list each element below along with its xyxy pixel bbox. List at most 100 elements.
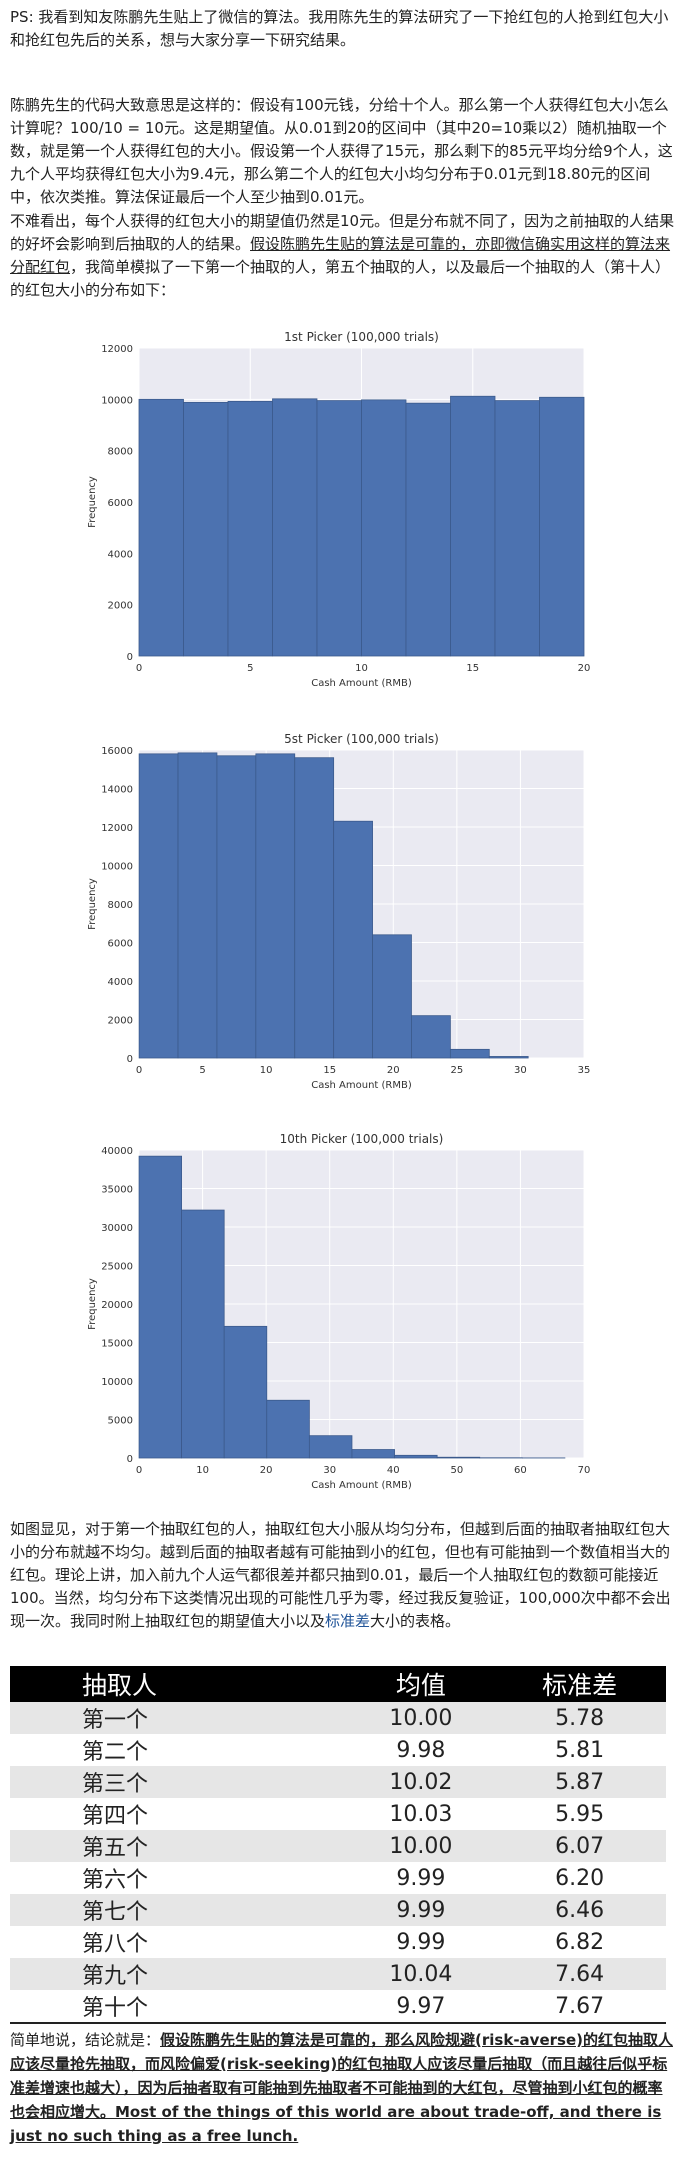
y-tick-label: 12000 <box>101 823 133 834</box>
table-cell: 10.03 <box>389 1801 453 1827</box>
x-tick-label: 5 <box>199 1065 205 1076</box>
y-tick-label: 0 <box>127 1054 133 1065</box>
table-cell: 5.78 <box>493 1702 666 1734</box>
bar <box>177 752 218 1059</box>
y-tick-label: 40000 <box>101 1146 133 1157</box>
bar <box>216 755 257 1059</box>
x-tick-label: 50 <box>450 1465 463 1476</box>
bar <box>488 1056 529 1059</box>
y-axis-label: Frequency <box>87 878 98 930</box>
text: 不难看出，每个人获得的红包大小的期望值仍然是10元。但是分布就不同了，因为之前抽… <box>10 212 675 253</box>
bar <box>411 1015 451 1059</box>
x-axis-label: Cash Amount (RMB) <box>311 1080 412 1091</box>
table-cell: 9.99 <box>396 1929 446 1955</box>
x-tick-label: 0 <box>136 1465 142 1476</box>
y-tick-label: 35000 <box>101 1185 133 1196</box>
link[interactable]: 标准差 <box>325 1612 371 1630</box>
table-cell: 第六个 <box>82 1868 149 1893</box>
bar <box>138 398 184 657</box>
bar <box>436 1456 481 1459</box>
table-cell: 6.82 <box>555 1929 605 1955</box>
table-cell: 9.98 <box>396 1737 446 1763</box>
y-tick-label: 6000 <box>108 498 133 509</box>
y-tick-label: 12000 <box>101 344 133 355</box>
x-tick-label: 5 <box>247 663 253 674</box>
table-cell: 第三个 <box>10 1766 349 1798</box>
bar <box>361 399 407 657</box>
x-tick-label: 25 <box>450 1065 463 1076</box>
paragraph: PS: 我看到知友陈鹏先生贴上了微信的算法。我用陈先生的算法研究了一下抢红包的人… <box>10 8 669 49</box>
table-cell: 第七个 <box>10 1894 349 1926</box>
table-row: 第二个 9.98 5.81 <box>10 1734 666 1766</box>
table-cell: 10.02 <box>348 1766 494 1798</box>
y-tick-label: 2000 <box>108 1016 133 1027</box>
table-row: 第九个 10.04 7.64 <box>10 1958 666 1990</box>
table-cell: 9.99 <box>348 1894 494 1926</box>
bar <box>394 1454 438 1459</box>
chart-title: 5st Picker (100,000 trials) <box>284 732 439 746</box>
table-cell: 6.07 <box>493 1830 666 1862</box>
chart-title: 10th Picker (100,000 trials) <box>280 1132 444 1146</box>
bar <box>138 1155 182 1459</box>
x-tick-label: 0 <box>136 1065 142 1076</box>
table-cell: 第四个 <box>82 1804 149 1829</box>
table-cell: 第九个 <box>10 1958 349 1990</box>
table-cell: 10.00 <box>348 1702 494 1734</box>
x-tick-label: 40 <box>387 1465 400 1476</box>
table-cell: 7.67 <box>555 1993 605 2019</box>
table-row: 第三个 10.02 5.87 <box>10 1766 666 1798</box>
bar <box>266 1399 310 1459</box>
y-tick-label: 15000 <box>101 1339 133 1350</box>
bar <box>449 1048 490 1059</box>
table-cell: 第八个 <box>82 1932 149 1957</box>
y-tick-label: 0 <box>127 1454 133 1465</box>
y-tick-label: 10000 <box>101 1377 133 1388</box>
text: 如图显见，对于第一个抽取红包的人，抽取红包大小服从均匀分布，但越到后面的抽取者抽… <box>10 1520 671 1630</box>
y-tick-label: 4000 <box>108 977 133 988</box>
y-tick-label: 4000 <box>108 549 133 560</box>
chart: 1st Picker (100,000 trials) 0 2000 4000 6000… <box>87 330 591 689</box>
bar <box>227 400 273 657</box>
table-row: 第四个 10.03 5.95 <box>10 1798 666 1830</box>
y-tick-label: 8000 <box>108 447 133 458</box>
bar <box>539 396 585 657</box>
x-tick-label: 30 <box>323 1465 336 1476</box>
bar <box>223 1325 268 1459</box>
paragraph: 不难看出，每个人获得的红包大小的期望值仍然是10元。但是分布就不同了，因为之前抽… <box>10 210 676 302</box>
bar <box>494 400 540 657</box>
header-cell: 抽取人 <box>10 1666 349 1702</box>
table-cell: 5.87 <box>493 1766 666 1798</box>
chart-title: 1st Picker (100,000 trials) <box>284 330 439 344</box>
table-cell: 10.00 <box>348 1830 494 1862</box>
table-row: 第一个 10.00 5.78 <box>10 1702 666 1734</box>
table-body: 第一个 10.00 5.78 第二个 9.98 5.81 第三个 10.02 5.87 第四个 10… <box>10 1702 666 2023</box>
table-row: 第十个 9.97 7.67 <box>10 1990 666 2023</box>
bar <box>316 400 362 657</box>
text: 大小的表格。 <box>370 1612 461 1630</box>
x-tick-label: 20 <box>260 1465 273 1476</box>
table-cell: 9.99 <box>396 1865 446 1891</box>
table-cell: 7.64 <box>493 1958 666 1990</box>
table-cell: 6.20 <box>555 1865 605 1891</box>
x-tick-label: 15 <box>466 663 479 674</box>
y-tick-label: 6000 <box>108 939 133 950</box>
paragraph: 如图显见，对于第一个抽取红包的人，抽取红包大小服从均匀分布，但越到后面的抽取者抽… <box>10 1518 676 1633</box>
x-tick-label: 30 <box>514 1065 527 1076</box>
y-tick-label: 8000 <box>108 900 133 911</box>
table-cell: 9.97 <box>396 1993 446 2019</box>
table-cell: 第二个 <box>82 1740 149 1765</box>
y-tick-label: 14000 <box>101 785 133 796</box>
bar <box>138 753 179 1059</box>
bar <box>183 402 229 657</box>
emphasis: 假设陈鹏先生贴的算法是可靠的，那么风险规避(risk-averse)的红包抽取人… <box>10 2031 673 2145</box>
table-row: 第八个 9.99 6.82 <box>10 1926 666 1958</box>
x-tick-label: 20 <box>578 663 591 674</box>
bar <box>405 402 451 657</box>
x-tick-label: 35 <box>578 1065 591 1076</box>
bar <box>308 1435 353 1459</box>
table-row: 第六个 9.99 6.20 <box>10 1862 666 1894</box>
x-tick-label: 70 <box>578 1465 591 1476</box>
y-tick-label: 10000 <box>101 395 133 406</box>
bar <box>372 934 412 1059</box>
